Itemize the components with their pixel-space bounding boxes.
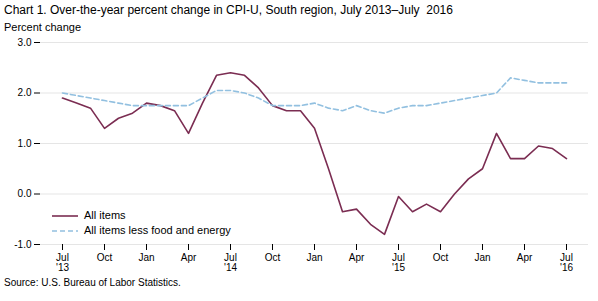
svg-text:Jan: Jan (138, 252, 154, 263)
svg-text:Apr: Apr (349, 252, 365, 263)
svg-text:Jul'13: Jul'13 (56, 252, 69, 273)
html-text:Chart 1. Over-the-year percent: Chart 1. Over-the-year percent change in… (4, 3, 453, 17)
svg-text:-1.0: -1.0 (14, 239, 32, 250)
svg-text:3.0: 3.0 (18, 37, 32, 48)
svg-text:Oct: Oct (97, 252, 113, 263)
svg-text:Apr: Apr (517, 252, 533, 263)
svg-text:Jan: Jan (306, 252, 322, 263)
svg-text:Jan: Jan (474, 252, 490, 263)
html-text:All items: All items (84, 209, 126, 221)
svg-text:0.0: 0.0 (18, 188, 32, 199)
html-text:All items less food and energy: All items less food and energy (84, 224, 231, 236)
svg-text:Apr: Apr (181, 252, 197, 263)
svg-text:2.0: 2.0 (18, 87, 32, 98)
svg-text:Oct: Oct (433, 252, 449, 263)
html-text:Percent change: Percent change (4, 21, 82, 33)
svg-text:1.0: 1.0 (18, 138, 32, 149)
html-text:Source: U.S. Bureau of Labor S: Source: U.S. Bureau of Labor Statistics. (4, 277, 181, 288)
svg-text:Oct: Oct (265, 252, 281, 263)
svg-text:Jul'16: Jul'16 (560, 252, 573, 273)
svg-text:Jul'14: Jul'14 (224, 252, 237, 273)
svg-text:Jul'15: Jul'15 (392, 252, 405, 273)
